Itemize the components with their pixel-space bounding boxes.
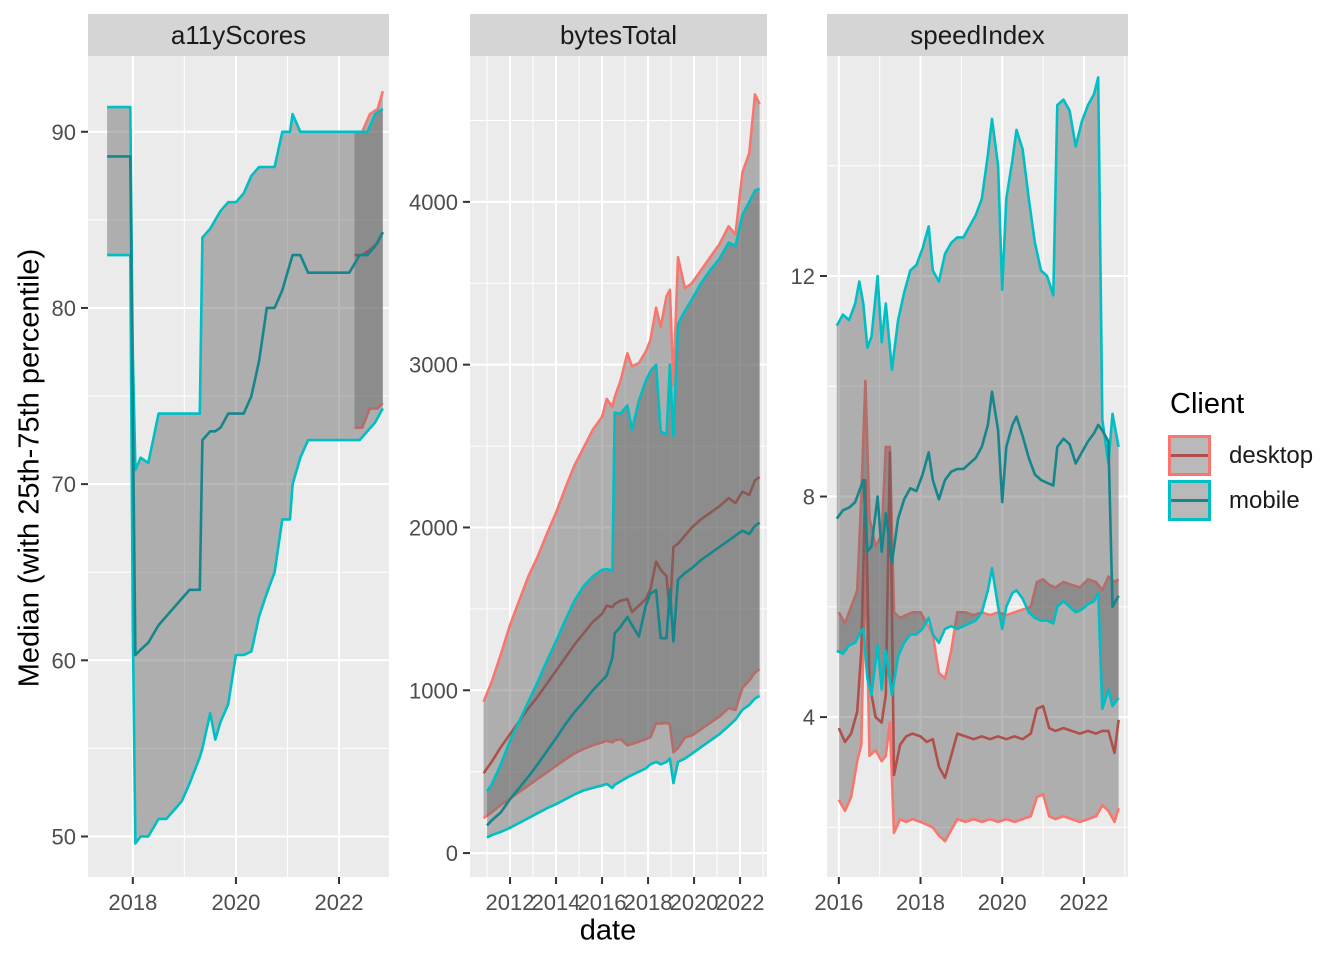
facet-strip-label: bytesTotal xyxy=(559,19,678,50)
line-mobile-p75 xyxy=(485,187,761,792)
y-axis-title: Median (with 25th-75th percentile) xyxy=(13,248,46,688)
legend-key-desktop-line-icon xyxy=(1171,454,1208,457)
y-tick-label: 90 xyxy=(52,120,76,145)
legend-label-mobile: mobile xyxy=(1229,486,1300,514)
x-tick-label: 2022 xyxy=(315,890,364,915)
y-tick-label: 2000 xyxy=(409,515,458,540)
x-tick-label: 2020 xyxy=(670,890,719,915)
y-tick-label: 1000 xyxy=(409,678,458,703)
facet-strip-speedindex: speedIndex xyxy=(827,14,1128,56)
facet-panel-speedIndex: 2016 2018 2020 2022 4 8 12 xyxy=(791,56,1128,915)
line-desktop-median xyxy=(837,451,1120,780)
series-mobile xyxy=(107,105,384,845)
line-desktop-p25 xyxy=(837,550,1120,843)
facet-strip-label: speedIndex xyxy=(910,19,1045,50)
series-mobile xyxy=(835,76,1120,711)
line-desktop-p75 xyxy=(482,93,761,703)
gridlines xyxy=(88,56,389,877)
facet-panel-a11yScores: 2018 2020 2022 50 60 70 80 90 xyxy=(52,56,389,915)
x-tick-label: 2018 xyxy=(108,890,157,915)
line-desktop-p75 xyxy=(837,379,1120,680)
y-tick-label: 3000 xyxy=(409,353,458,378)
ribbon-desktop-p25-p75 xyxy=(483,94,760,819)
line-mobile-p75 xyxy=(107,105,384,472)
ribbon-mobile-p25-p75 xyxy=(487,188,760,838)
y-tick-label: 70 xyxy=(52,472,76,497)
y-tick-label: 8 xyxy=(803,485,815,510)
legend-key-mobile-icon xyxy=(1168,480,1211,521)
y-tick-label: 4 xyxy=(803,705,815,730)
gridlines xyxy=(827,56,1128,877)
x-tick-label: 2014 xyxy=(532,890,581,915)
legend-key-desktop-icon xyxy=(1168,435,1211,476)
line-desktop-median xyxy=(482,475,761,775)
y-tick-label: 4000 xyxy=(409,190,458,215)
legend-key-mobile-line-icon xyxy=(1171,499,1208,502)
line-desktop-p25 xyxy=(482,668,761,820)
legend-label-desktop: desktop xyxy=(1229,441,1314,469)
line-mobile-median xyxy=(486,521,761,827)
x-tick-label: 2018 xyxy=(624,890,673,915)
line-mobile-p75 xyxy=(835,76,1120,465)
facet-strip-a11yscores: a11yScores xyxy=(88,14,389,56)
legend: Client desktop mobile xyxy=(1168,388,1344,525)
line-mobile-median xyxy=(107,155,384,657)
y-tick-label: 50 xyxy=(52,824,76,849)
ribbon-desktop-p25-p75 xyxy=(354,91,383,428)
line-mobile-median xyxy=(835,390,1120,609)
x-tick-label: 2022 xyxy=(1059,890,1108,915)
legend-item-mobile: mobile xyxy=(1168,480,1344,521)
line-desktop-p25 xyxy=(354,402,384,429)
line-mobile-p25 xyxy=(486,694,761,839)
ribbon-mobile-p25-p75 xyxy=(107,107,383,844)
legend-title: Client xyxy=(1170,388,1245,420)
axis-ticks: 2016 2018 2020 2022 4 8 12 xyxy=(791,264,1109,915)
y-tick-label: 12 xyxy=(791,264,815,289)
line-mobile-p25 xyxy=(836,566,1120,711)
line-mobile-p25 xyxy=(107,253,384,845)
panel-background xyxy=(827,56,1128,877)
series-desktop xyxy=(482,93,761,820)
x-tick-label: 2020 xyxy=(978,890,1027,915)
facet-strip-bytestotal: bytesTotal xyxy=(470,14,767,56)
x-tick-label: 2016 xyxy=(814,890,863,915)
facet-strip-label: a11yScores xyxy=(170,19,307,50)
y-tick-label: 60 xyxy=(52,648,76,673)
legend-item-desktop: desktop xyxy=(1168,435,1344,476)
ribbon-mobile-p25-p75 xyxy=(836,77,1119,709)
series-mobile xyxy=(485,187,761,839)
y-tick-label: 80 xyxy=(52,296,76,321)
series-desktop xyxy=(837,379,1120,843)
x-tick-label: 2022 xyxy=(716,890,765,915)
x-tick-label: 2012 xyxy=(486,890,535,915)
y-tick-label: 0 xyxy=(446,841,458,866)
x-axis-title: date xyxy=(579,914,637,947)
x-tick-label: 2018 xyxy=(896,890,945,915)
axis-ticks: 2018 2020 2022 50 60 70 80 90 xyxy=(52,120,364,915)
x-tick-label: 2020 xyxy=(211,890,260,915)
x-tick-label: 2016 xyxy=(578,890,627,915)
